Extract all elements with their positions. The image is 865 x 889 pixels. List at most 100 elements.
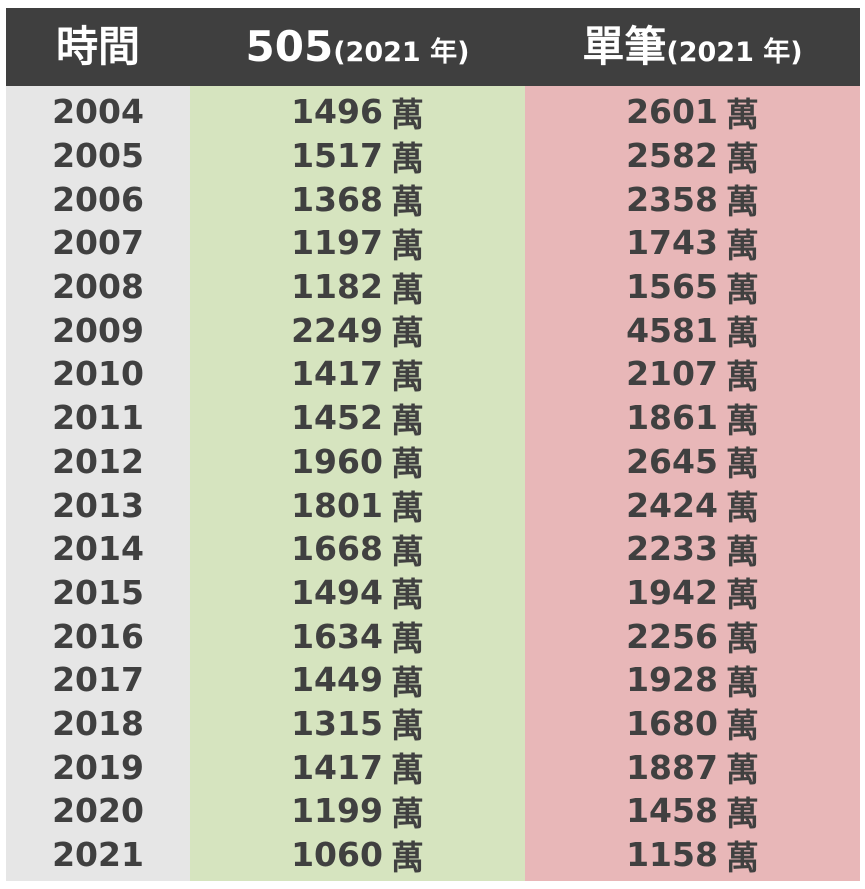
table-row: 2008 1182 萬 1565 萬 xyxy=(6,265,860,309)
value-unit: 萬 xyxy=(390,225,424,265)
value-number: 1634 xyxy=(291,616,383,656)
505-value-cell: 1494 萬 xyxy=(190,571,525,615)
year-cell: 2013 xyxy=(52,485,144,525)
year-cell: 2015 xyxy=(52,572,144,612)
value-number: 1861 xyxy=(626,398,718,438)
single-value-cell: 2601 萬 xyxy=(525,90,860,134)
505-value-cell: 1496 萬 xyxy=(190,90,525,134)
value-number: 1449 xyxy=(291,660,383,700)
header-single-sub: (2021 年) xyxy=(666,36,803,68)
table-row: 2007 1197 萬 1743 萬 xyxy=(6,221,860,265)
value-number: 1458 xyxy=(626,791,718,831)
year-cell: 2012 xyxy=(52,441,144,481)
header-505-label: 505 xyxy=(245,22,334,71)
single-value-cell: 2424 萬 xyxy=(525,483,860,528)
single-value-cell: 1680 萬 xyxy=(525,702,860,746)
single-column-background xyxy=(525,86,860,881)
value-number: 1494 xyxy=(291,572,383,612)
505-value-cell: 1452 萬 xyxy=(190,396,525,440)
year-cell: 2018 xyxy=(52,703,144,743)
single-value-cell: 1458 萬 xyxy=(525,789,860,833)
year-cell: 2008 xyxy=(52,267,144,307)
value-unit: 萬 xyxy=(725,488,759,528)
505-value-cell: 1060 萬 xyxy=(190,833,525,877)
505-value-cell: 1960 萬 xyxy=(190,440,525,484)
single-value-cell: 2582 萬 xyxy=(525,134,860,178)
value-unit: 萬 xyxy=(725,269,759,309)
year-cell: 2020 xyxy=(52,791,144,831)
505-value-cell: 2249 萬 xyxy=(190,308,525,353)
value-unit: 萬 xyxy=(725,138,759,178)
single-value-cell: 2256 萬 xyxy=(525,614,860,659)
value-number: 1928 xyxy=(626,660,718,700)
table-row: 2013 1801 萬 2424 萬 xyxy=(6,483,860,528)
value-number: 1942 xyxy=(626,572,718,612)
value-unit: 萬 xyxy=(390,269,424,309)
value-unit: 萬 xyxy=(390,444,424,484)
header-year-label: 時間 xyxy=(55,22,140,71)
value-unit: 萬 xyxy=(725,575,759,615)
505-value-cell: 1668 萬 xyxy=(190,527,525,571)
value-number: 2601 xyxy=(626,92,718,132)
value-unit: 萬 xyxy=(390,793,424,833)
value-unit: 萬 xyxy=(390,488,424,528)
year-cell: 2019 xyxy=(52,747,144,787)
value-unit: 萬 xyxy=(390,356,424,396)
value-unit: 萬 xyxy=(390,94,424,134)
table-row: 2020 1199 萬 1458 萬 xyxy=(6,789,860,833)
value-unit: 萬 xyxy=(725,400,759,440)
year-cell: 2005 xyxy=(52,136,144,176)
value-number: 4581 xyxy=(626,310,718,350)
value-number: 1315 xyxy=(291,703,383,743)
year-cell: 2009 xyxy=(52,310,144,350)
value-number: 1417 xyxy=(291,354,383,394)
header-505-sub: (2021 年) xyxy=(333,36,470,68)
single-value-cell: 2358 萬 xyxy=(525,177,860,222)
table-row: 2011 1452 萬 1861 萬 xyxy=(6,396,860,440)
value-unit: 萬 xyxy=(390,662,424,702)
value-unit: 萬 xyxy=(725,837,759,877)
year-cell: 2017 xyxy=(52,660,144,700)
value-number: 1517 xyxy=(291,136,383,176)
single-value-cell: 1861 萬 xyxy=(525,396,860,440)
value-unit: 萬 xyxy=(725,313,759,353)
value-number: 2358 xyxy=(626,179,718,219)
single-value-cell: 4581 萬 xyxy=(525,308,860,353)
value-unit: 萬 xyxy=(390,182,424,222)
value-unit: 萬 xyxy=(725,706,759,746)
value-unit: 萬 xyxy=(390,313,424,353)
value-number: 1801 xyxy=(291,485,383,525)
505-value-cell: 1199 萬 xyxy=(190,789,525,833)
value-unit: 萬 xyxy=(725,94,759,134)
value-number: 1158 xyxy=(626,835,718,875)
year-cell: 2007 xyxy=(52,223,144,263)
value-unit: 萬 xyxy=(390,750,424,790)
single-value-cell: 2645 萬 xyxy=(525,440,860,484)
header-single: 單筆 (2021 年) xyxy=(525,8,860,86)
value-unit: 萬 xyxy=(725,182,759,222)
year-cell: 2011 xyxy=(52,398,144,438)
value-number: 1368 xyxy=(291,179,383,219)
single-value-cell: 1743 萬 xyxy=(525,221,860,265)
header-year: 時間 xyxy=(6,8,190,86)
year-cell: 2006 xyxy=(52,179,144,219)
505-value-cell: 1368 萬 xyxy=(190,177,525,222)
year-cell: 2010 xyxy=(52,354,144,394)
value-number: 1743 xyxy=(626,223,718,263)
header-505: 505 (2021 年) xyxy=(190,8,525,86)
value-unit: 萬 xyxy=(725,750,759,790)
table-row: 2012 1960 萬 2645 萬 xyxy=(6,440,860,484)
table-body: 2004 1496 萬 2601 萬 2005 1517 萬 2582 萬 2006 1368 萬 235… xyxy=(6,90,860,876)
value-number: 1060 xyxy=(291,835,383,875)
table-header: 時間 505 (2021 年) 單筆 (2021 年) xyxy=(6,8,860,86)
value-unit: 萬 xyxy=(390,837,424,877)
table-row: 2006 1368 萬 2358 萬 xyxy=(6,177,860,222)
value-number: 1960 xyxy=(291,441,383,481)
single-value-cell: 1928 萬 xyxy=(525,658,860,702)
table-row: 2018 1315 萬 1680 萬 xyxy=(6,702,860,746)
505-value-cell: 1197 萬 xyxy=(190,221,525,265)
value-number: 1452 xyxy=(291,398,383,438)
value-number: 1668 xyxy=(291,529,383,569)
505-value-cell: 1517 萬 xyxy=(190,134,525,178)
value-unit: 萬 xyxy=(725,619,759,659)
